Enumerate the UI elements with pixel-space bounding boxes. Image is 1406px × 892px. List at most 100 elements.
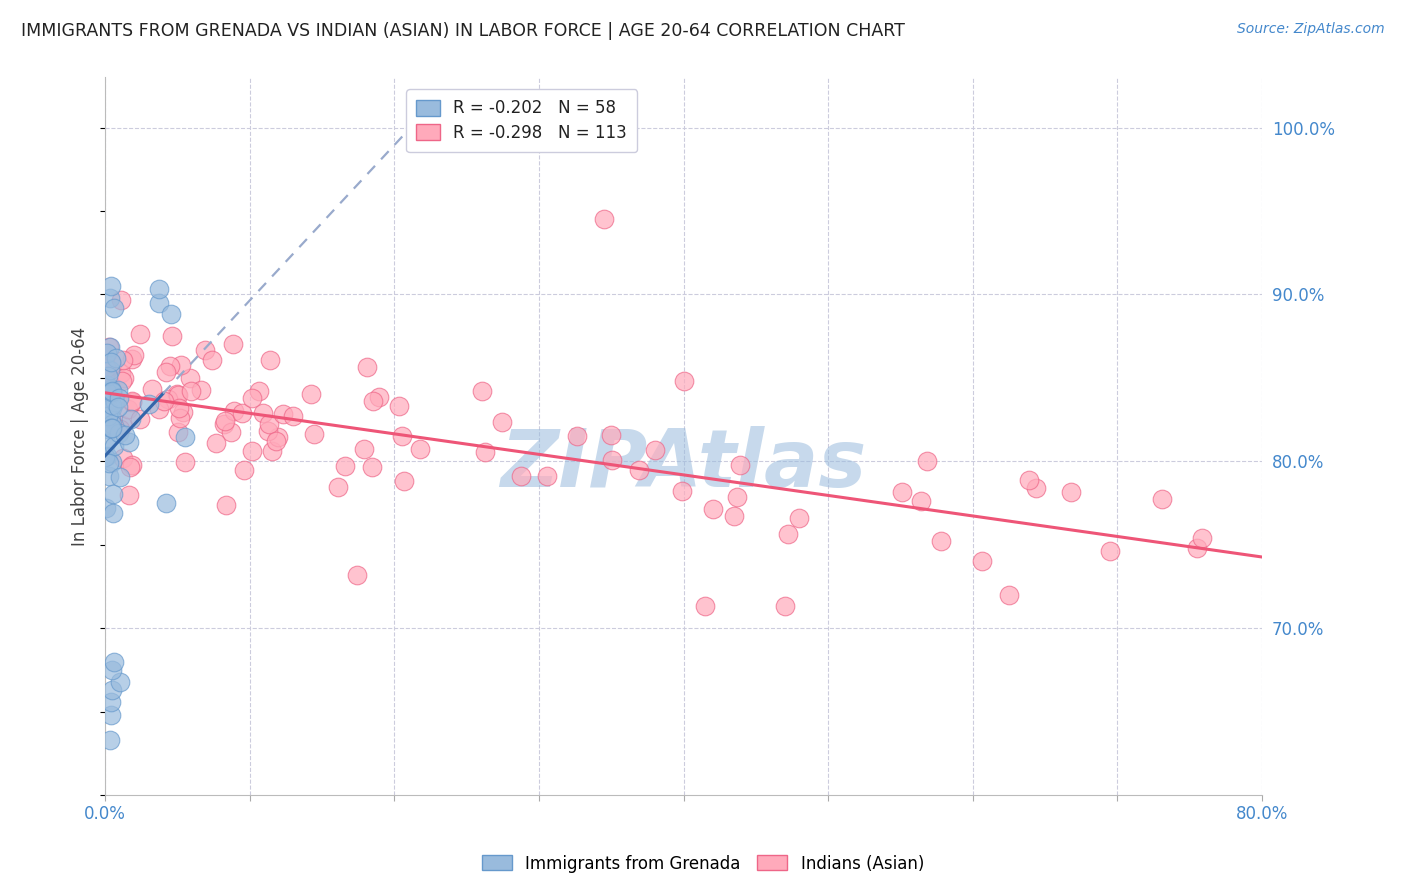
Point [671,483,693,498]
Legend: Immigrants from Grenada, Indians (Asian): Immigrants from Grenada, Indians (Asian) [475,848,931,880]
Point [97,456,120,470]
Point [356,359,378,374]
Point [167,425,190,439]
Point [267,429,290,443]
Point [118,488,141,502]
Point [156,392,179,406]
Point [97,400,120,414]
Point [205,436,228,450]
Point [702,502,724,516]
Point [915,454,938,468]
Point [240,391,263,405]
Point [247,384,270,399]
Point [600,428,623,442]
Point [392,474,415,488]
Point [644,443,666,458]
Point [409,442,432,456]
Point [180,384,202,398]
Point [100,355,122,369]
Point [1152,492,1174,507]
Point [108,426,131,441]
Point [695,599,717,614]
Point [730,458,752,472]
Point [471,384,494,398]
Point [101,421,124,435]
Point [101,507,124,521]
Point [100,357,122,371]
Point [491,415,513,429]
Point [214,414,236,428]
Point [118,460,141,475]
Point [98,291,121,305]
Text: ZIPAtlas: ZIPAtlas [501,426,866,504]
Point [346,567,368,582]
Point [100,695,122,709]
Point [97,420,120,434]
Point [257,417,280,431]
Point [101,384,124,399]
Point [98,377,121,392]
Point [97,468,120,483]
Point [1191,532,1213,546]
Point [104,394,127,409]
Point [264,434,287,449]
Point [776,526,799,541]
Point [179,370,201,384]
Point [148,402,170,417]
Text: Source: ZipAtlas.com: Source: ZipAtlas.com [1237,22,1385,37]
Point [1018,474,1040,488]
Point [388,399,411,413]
Point [111,374,134,388]
Point [94,450,117,464]
Point [98,733,121,747]
Point [112,370,135,384]
Point [101,398,124,412]
Point [259,353,281,368]
Point [118,434,141,449]
Point [100,708,122,723]
Point [326,480,349,494]
Point [98,341,121,355]
Point [117,402,139,417]
Point [110,293,132,307]
Point [103,301,125,315]
Point [121,458,143,472]
Point [97,422,120,436]
Point [107,400,129,414]
Point [111,450,134,465]
Point [100,421,122,435]
Point [128,411,150,425]
Point [167,401,190,415]
Y-axis label: In Labor Force | Age 20-64: In Labor Force | Age 20-64 [72,326,89,546]
Point [510,469,533,483]
Point [536,468,558,483]
Point [194,343,217,357]
Point [101,682,124,697]
Text: IMMIGRANTS FROM GRENADA VS INDIAN (ASIAN) IN LABOR FORCE | AGE 20-64 CORRELATION: IMMIGRANTS FROM GRENADA VS INDIAN (ASIAN… [21,22,905,40]
Point [1025,481,1047,495]
Point [222,337,245,351]
Point [166,387,188,401]
Point [910,493,932,508]
Point [335,458,357,473]
Point [173,430,195,444]
Point [97,409,120,424]
Point [1060,484,1083,499]
Point [159,307,181,321]
Point [121,393,143,408]
Point [100,340,122,354]
Point [600,452,623,467]
Point [773,599,796,614]
Point [101,385,124,400]
Point [174,455,197,469]
Point [94,402,117,417]
Point [260,444,283,458]
Point [172,405,194,419]
Point [368,390,391,404]
Point [998,588,1021,602]
Point [673,374,696,388]
Point [890,485,912,500]
Point [593,212,616,227]
Point [97,369,120,384]
Point [160,329,183,343]
